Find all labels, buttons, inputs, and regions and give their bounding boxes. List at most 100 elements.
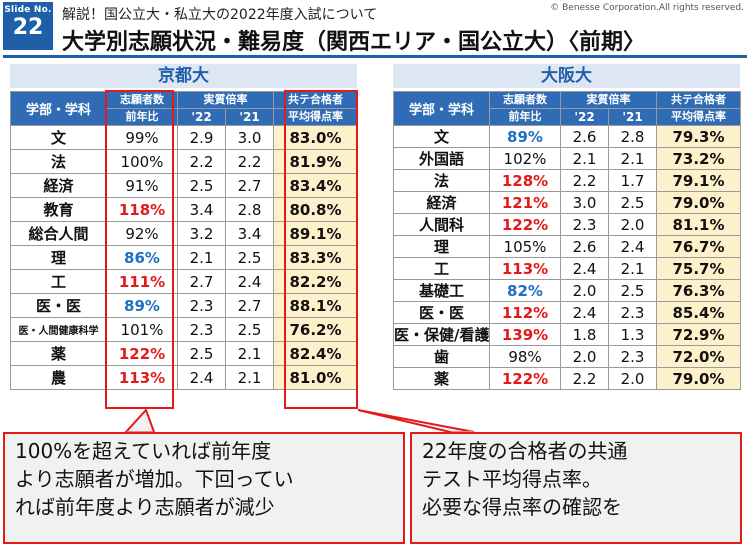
applicants-ratio-cell: 98%: [489, 345, 561, 368]
ratio-2021-cell: 2.1: [608, 147, 657, 170]
score-rate-cell: 82.2%: [273, 269, 358, 294]
dept-cell: 外国語: [393, 147, 490, 170]
applicants-ratio-cell: 139%: [489, 323, 561, 346]
header-dept: 学部・学科: [10, 91, 107, 126]
table-row: 外国語 102% 2.1 2.1 73.2%: [393, 147, 741, 170]
callout-line: テスト平均得点率。: [422, 467, 602, 491]
callout-line: 22年度の合格者の共通: [422, 439, 628, 463]
applicants-ratio-cell: 122%: [489, 213, 561, 236]
ratio-2022-cell: 3.0: [560, 191, 609, 214]
score-rate-cell: 73.2%: [656, 147, 741, 170]
dept-cell: 法: [10, 149, 107, 174]
table-row: 農 113% 2.4 2.1 81.0%: [10, 365, 358, 390]
table-row: 薬 122% 2.5 2.1 82.4%: [10, 341, 358, 366]
dept-cell: 法: [393, 169, 490, 192]
score-explanation-callout: 22年度の合格者の共通 テスト平均得点率。 必要な得点率の確認を: [410, 432, 742, 544]
dept-cell: 教育: [10, 197, 107, 222]
applicants-ratio-cell: 111%: [106, 269, 178, 294]
score-rate-cell: 88.1%: [273, 293, 358, 318]
score-rate-cell: 72.0%: [656, 345, 741, 368]
header-year-21: '21: [608, 108, 657, 126]
score-rate-cell: 80.8%: [273, 197, 358, 222]
ratio-2022-cell: 3.4: [177, 197, 226, 222]
ratio-2021-cell: 2.5: [608, 191, 657, 214]
ratio-2021-cell: 2.2: [225, 149, 274, 174]
applicants-explanation-callout: 100%を超えていれば前年度 より志願者が増加。下回ってい れば前年度より志願者…: [3, 432, 405, 544]
dept-cell: 経済: [10, 173, 107, 198]
score-rate-cell: 81.9%: [273, 149, 358, 174]
ratio-2022-cell: 2.7: [177, 269, 226, 294]
header-score-sub: 平均得点率: [656, 108, 741, 126]
ratio-2021-cell: 2.1: [225, 341, 274, 366]
ratio-2022-cell: 2.2: [560, 169, 609, 192]
score-rate-cell: 79.0%: [656, 191, 741, 214]
ratio-2022-cell: 2.4: [560, 257, 609, 280]
score-rate-cell: 76.7%: [656, 235, 741, 258]
ratio-2022-cell: 2.2: [177, 149, 226, 174]
left-callout-pointer: [123, 408, 156, 433]
score-rate-cell: 83.0%: [273, 125, 358, 150]
dept-cell: 経済: [393, 191, 490, 214]
dept-cell: 医・医: [393, 301, 490, 324]
applicants-ratio-cell: 89%: [489, 125, 561, 148]
ratio-2021-cell: 2.3: [608, 345, 657, 368]
ratio-2022-cell: 2.0: [560, 279, 609, 302]
ratio-2022-cell: 2.5: [177, 341, 226, 366]
table-row: 工 111% 2.7 2.4 82.2%: [10, 269, 358, 294]
kyoto-university-title: 京都大: [10, 64, 357, 88]
dept-cell: 理: [393, 235, 490, 258]
score-rate-cell: 81.1%: [656, 213, 741, 236]
ratio-2021-cell: 2.1: [225, 365, 274, 390]
callout-line: より志願者が増加。下回ってい: [15, 467, 294, 491]
table-row: 医・保健/看護 139% 1.8 1.3 72.9%: [393, 323, 741, 346]
table-row: 基礎工 82% 2.0 2.5 76.3%: [393, 279, 741, 302]
applicants-ratio-cell: 112%: [489, 301, 561, 324]
table-row: 理 105% 2.6 2.4 76.7%: [393, 235, 741, 258]
applicants-ratio-cell: 118%: [106, 197, 178, 222]
applicants-ratio-cell: 121%: [489, 191, 561, 214]
applicants-ratio-cell: 128%: [489, 169, 561, 192]
ratio-2022-cell: 2.0: [560, 345, 609, 368]
score-rate-cell: 76.3%: [656, 279, 741, 302]
header-applicants: 志願者数: [106, 91, 178, 109]
osaka-table: 学部・学科 志願者数 実質倍率 共テ合格者 前年比 '22 '21 平均得点率 …: [393, 91, 741, 390]
header-applicants-sub: 前年比: [106, 108, 178, 126]
ratio-2021-cell: 2.8: [225, 197, 274, 222]
ratio-2021-cell: 3.4: [225, 221, 274, 246]
ratio-2022-cell: 2.3: [560, 213, 609, 236]
applicants-ratio-cell: 82%: [489, 279, 561, 302]
header-year-22: '22: [177, 108, 226, 126]
table-row: 教育 118% 3.4 2.8 80.8%: [10, 197, 358, 222]
kyoto-table: 学部・学科 志願者数 実質倍率 共テ合格者 前年比 '22 '21 平均得点率 …: [10, 91, 358, 390]
ratio-2022-cell: 2.6: [560, 235, 609, 258]
table-row: 医・医 89% 2.3 2.7 88.1%: [10, 293, 358, 318]
applicants-ratio-cell: 101%: [106, 317, 178, 342]
dept-cell: 文: [10, 125, 107, 150]
ratio-2021-cell: 2.0: [608, 367, 657, 390]
page-subtitle: 解説！国公立大・私立大の2022年度入試について: [62, 7, 378, 23]
dept-cell: 農: [10, 365, 107, 390]
header-score: 共テ合格者: [273, 91, 358, 109]
title-rule: [3, 55, 747, 58]
header-ratio: 実質倍率: [560, 91, 657, 109]
page-title: 大学別志願状況・難易度（関西エリア・国公立大）〈前期〉: [62, 30, 646, 55]
slide-badge-label: Slide No.: [4, 5, 52, 15]
ratio-2022-cell: 2.1: [177, 245, 226, 270]
score-rate-cell: 76.2%: [273, 317, 358, 342]
ratio-2022-cell: 2.4: [560, 301, 609, 324]
score-rate-cell: 89.1%: [273, 221, 358, 246]
header-dept: 学部・学科: [393, 91, 490, 126]
ratio-2021-cell: 2.4: [608, 235, 657, 258]
ratio-2021-cell: 2.4: [225, 269, 274, 294]
table-row: 歯 98% 2.0 2.3 72.0%: [393, 345, 741, 368]
ratio-2021-cell: 2.5: [225, 245, 274, 270]
score-rate-cell: 79.0%: [656, 367, 741, 390]
table-row: 総合人間 92% 3.2 3.4 89.1%: [10, 221, 358, 246]
header-score: 共テ合格者: [656, 91, 741, 109]
dept-cell: 工: [393, 257, 490, 280]
dept-cell: 薬: [393, 367, 490, 390]
applicants-ratio-cell: 122%: [489, 367, 561, 390]
right-callout-pointer: [357, 409, 475, 433]
ratio-2022-cell: 2.9: [177, 125, 226, 150]
dept-cell: 文: [393, 125, 490, 148]
